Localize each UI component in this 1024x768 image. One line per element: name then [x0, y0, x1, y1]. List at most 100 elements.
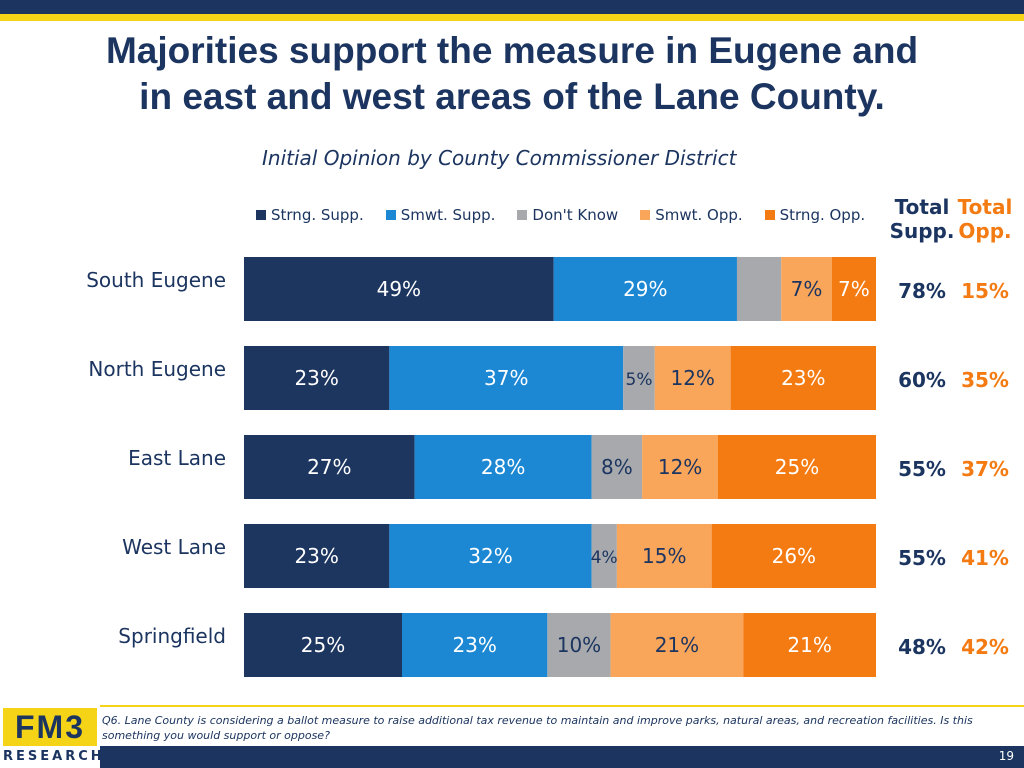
bar-segment-south-eugene-dont-know	[736, 257, 782, 321]
legend-item-strong-support: Strng. Supp.	[256, 206, 364, 224]
bar-segment-east-lane-somewhat-oppose	[642, 435, 718, 499]
bar-segment-east-lane-dont-know	[591, 435, 643, 499]
data-label-west-lane-strong-oppose: 26%	[772, 544, 816, 568]
legend-swatch-strong-oppose	[764, 210, 775, 220]
logo-wordmark: RESEARCH	[3, 749, 105, 764]
legend-swatch-somewhat-support	[385, 210, 396, 220]
data-label-springfield-somewhat-oppose: 21%	[655, 633, 699, 657]
title-line-1: Majorities support the measure in Eugene…	[105, 30, 919, 71]
page-title: Majorities support the measure in Eugene…	[12, 28, 1012, 120]
top-band	[0, 0, 1024, 14]
total-support-north-eugene: 60%	[898, 368, 946, 392]
bar-segment-springfield-strong-support	[244, 613, 402, 677]
legend-swatch-strong-support	[256, 210, 266, 220]
bar-segment-north-eugene-strong-support	[244, 346, 390, 410]
bar-segment-south-eugene-strong-support	[244, 257, 554, 321]
question-footnote: Q6. Lane County is considering a ballot …	[102, 714, 973, 742]
bar-segment-springfield-somewhat-support	[402, 613, 548, 677]
total-oppose-east-lane: 37%	[961, 457, 1009, 481]
total-oppose-header-line-1: Total	[957, 195, 1013, 219]
stacked-bar-chart: South Eugene 49% 29% 7% 7% 78% 15% North Eugene…	[86, 257, 1009, 677]
title-line-2: in east and west areas of the Lane Count…	[139, 76, 885, 117]
data-label-springfield-strong-support: 25%	[301, 633, 345, 657]
category-label-west-lane: West Lane	[122, 535, 226, 559]
data-label-springfield-dont-know: 10%	[557, 633, 601, 657]
data-label-south-eugene-somewhat-support: 29%	[623, 277, 667, 301]
bar-segment-east-lane-strong-support	[244, 435, 415, 499]
category-label-south-eugene: South Eugene	[86, 268, 226, 292]
legend-item-somewhat-oppose: Smwt. Opp.	[640, 206, 743, 224]
total-oppose-south-eugene: 15%	[961, 279, 1009, 303]
legend-item-strong-oppose: Strng. Opp.	[764, 206, 866, 224]
data-label-west-lane-dont-know: 4%	[591, 548, 618, 568]
data-label-south-eugene-strong-oppose: 7%	[838, 277, 870, 301]
bar-segment-west-lane-somewhat-support	[389, 524, 592, 588]
total-support-header-line-2: Supp.	[889, 219, 955, 243]
data-label-east-lane-somewhat-support: 28%	[481, 455, 525, 479]
bar-segment-north-eugene-somewhat-oppose	[654, 346, 731, 410]
bar-segment-south-eugene-strong-oppose	[831, 257, 876, 321]
bar-segment-west-lane-strong-oppose	[711, 524, 876, 588]
total-oppose-north-eugene: 35%	[961, 368, 1009, 392]
bar-segment-north-eugene-strong-oppose	[730, 346, 876, 410]
legend-label-somewhat-support: Smwt. Supp.	[400, 206, 496, 224]
data-label-north-eugene-somewhat-support: 37%	[484, 366, 528, 390]
data-label-east-lane-strong-support: 27%	[307, 455, 351, 479]
data-label-east-lane-dont-know: 8%	[601, 455, 633, 479]
bar-segment-south-eugene-somewhat-support	[553, 257, 737, 321]
legend-label-strong-oppose: Strng. Opp.	[779, 206, 866, 224]
top-accent-stripe	[0, 14, 1024, 21]
legend-item-dont-know: Don't Know	[517, 206, 618, 224]
bar-segment-west-lane-dont-know	[591, 524, 617, 588]
bar-segment-springfield-strong-oppose	[743, 613, 876, 677]
bar-segment-springfield-somewhat-oppose	[610, 613, 744, 677]
data-label-west-lane-strong-support: 23%	[294, 544, 338, 568]
data-label-north-eugene-dont-know: 5%	[626, 370, 653, 390]
total-support-springfield: 48%	[898, 635, 946, 659]
total-support-header: Total Supp.	[888, 195, 956, 243]
data-label-north-eugene-somewhat-oppose: 12%	[670, 366, 714, 390]
data-label-east-lane-strong-oppose: 25%	[775, 455, 819, 479]
data-label-springfield-somewhat-support: 23%	[452, 633, 496, 657]
legend-label-dont-know: Don't Know	[532, 206, 619, 224]
bar-segment-springfield-dont-know	[547, 613, 611, 677]
total-oppose-header: Total Opp.	[956, 195, 1014, 243]
chart-legend: Strng. Supp. Smwt. Supp. Don't Know Smwt…	[256, 205, 865, 225]
bar-segment-west-lane-strong-support	[244, 524, 390, 588]
total-oppose-west-lane: 41%	[961, 546, 1009, 570]
footer-accent-line	[100, 705, 1024, 707]
logo-mark: FM3	[3, 708, 97, 746]
data-label-north-eugene-strong-oppose: 23%	[781, 366, 825, 390]
legend-label-strong-support: Strng. Supp.	[271, 206, 364, 224]
category-label-north-eugene: North Eugene	[88, 357, 226, 381]
total-support-south-eugene: 78%	[898, 279, 946, 303]
bar-segment-north-eugene-somewhat-support	[389, 346, 624, 410]
total-oppose-springfield: 42%	[961, 635, 1009, 659]
legend-swatch-dont-know	[517, 210, 528, 220]
data-label-east-lane-somewhat-oppose: 12%	[658, 455, 702, 479]
data-label-south-eugene-somewhat-oppose: 7%	[791, 277, 823, 301]
total-support-header-line-1: Total	[894, 195, 950, 219]
bottom-band	[100, 746, 1024, 768]
category-label-east-lane: East Lane	[128, 446, 226, 470]
total-support-east-lane: 55%	[898, 457, 946, 481]
page-number: 19	[998, 749, 1014, 763]
legend-item-somewhat-support: Smwt. Supp.	[385, 206, 496, 224]
data-label-west-lane-somewhat-support: 32%	[468, 544, 512, 568]
total-support-west-lane: 55%	[898, 546, 946, 570]
data-label-west-lane-somewhat-oppose: 15%	[642, 544, 686, 568]
legend-label-somewhat-oppose: Smwt. Opp.	[655, 206, 743, 224]
data-label-springfield-strong-oppose: 21%	[787, 633, 831, 657]
bar-segment-east-lane-strong-oppose	[718, 435, 876, 499]
chart-title: Initial Opinion by County Commissioner D…	[262, 146, 737, 170]
category-label-springfield: Springfield	[118, 624, 226, 648]
bar-segment-south-eugene-somewhat-oppose	[781, 257, 832, 321]
data-label-north-eugene-strong-support: 23%	[294, 366, 338, 390]
bar-segment-north-eugene-dont-know	[623, 346, 655, 410]
bar-segment-east-lane-somewhat-support	[414, 435, 592, 499]
bar-segment-west-lane-somewhat-oppose	[616, 524, 712, 588]
data-label-south-eugene-strong-support: 49%	[377, 277, 421, 301]
fm3-logo: FM3 RESEARCH	[0, 706, 105, 768]
legend-swatch-somewhat-oppose	[640, 210, 651, 220]
total-oppose-header-line-2: Opp.	[958, 219, 1012, 243]
